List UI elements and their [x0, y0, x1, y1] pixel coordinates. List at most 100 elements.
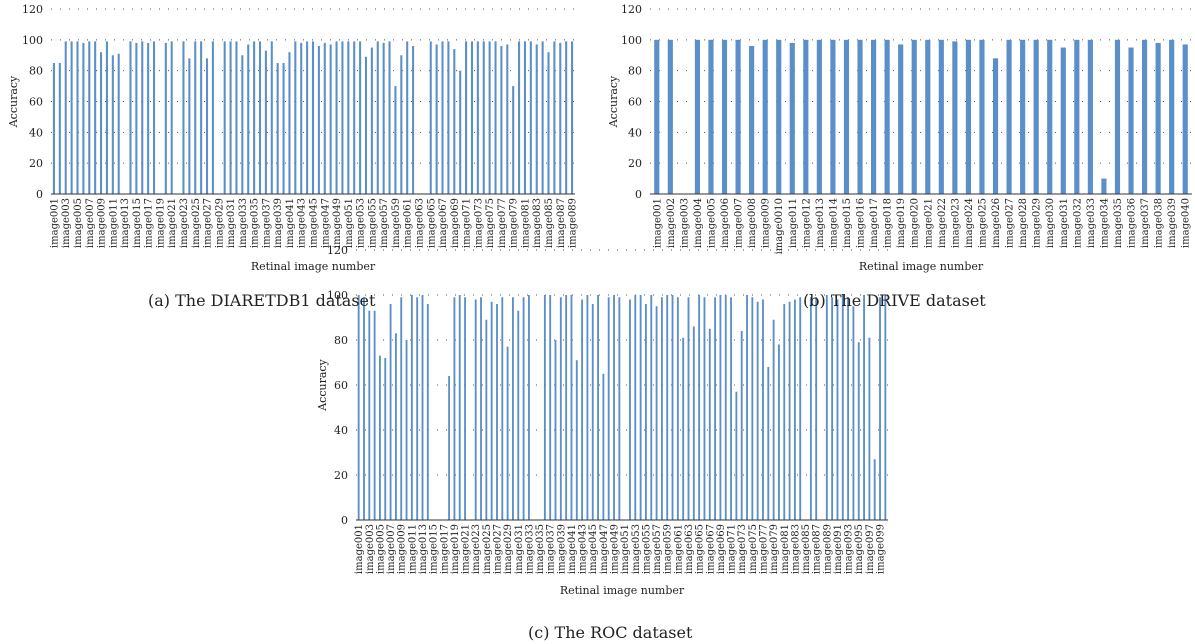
bar-image024 — [188, 58, 191, 194]
bar-image082 — [529, 41, 532, 195]
x-tick-label: image093 — [844, 524, 855, 574]
bar-image043 — [300, 42, 303, 194]
bar-image052 — [353, 41, 356, 195]
bar-image066 — [703, 297, 706, 520]
x-tick-label: image033 — [524, 524, 535, 574]
x-tick-label: image033 — [238, 198, 249, 248]
bar-image032 — [1074, 39, 1080, 194]
bar-image014 — [426, 304, 429, 520]
bar-image064 — [692, 326, 695, 520]
x-tick-label: image018 — [883, 198, 894, 248]
x-tick-label: image027 — [492, 524, 503, 574]
x-tick-label: image049 — [332, 198, 343, 248]
bar-image024 — [965, 39, 971, 194]
x-tick-label: image015 — [842, 198, 853, 248]
y-tick-label: 100 — [22, 34, 43, 47]
bar-image015 — [135, 42, 138, 194]
bar-image028 — [1020, 39, 1026, 194]
bar-image019 — [453, 297, 456, 520]
bar-image083 — [793, 299, 796, 520]
x-tick-label: image009 — [397, 524, 408, 574]
bar-image017 — [871, 39, 877, 194]
bar-image079 — [512, 86, 515, 194]
x-tick-label: image030 — [1045, 198, 1056, 248]
bar-image067 — [708, 328, 711, 520]
x-tick-label: image069 — [450, 198, 461, 248]
y-tick-label: 20 — [29, 157, 43, 170]
bar-image031 — [229, 41, 232, 195]
bar-image014 — [830, 39, 836, 194]
x-tick-label: image065 — [426, 198, 437, 248]
y-tick-label: 100 — [621, 34, 642, 47]
bar-image011 — [111, 55, 114, 194]
bar-image007 — [389, 304, 392, 520]
x-tick-label: image063 — [684, 524, 695, 574]
bar-image004 — [70, 41, 73, 195]
y-tick-label: 60 — [628, 96, 642, 109]
bar-image023 — [952, 41, 958, 195]
x-tick-label: image004 — [693, 198, 704, 248]
x-tick-label: image029 — [214, 198, 225, 248]
x-tick-label: image061 — [673, 524, 684, 574]
bar-image001 — [654, 39, 660, 194]
bar-image100 — [884, 295, 887, 520]
y-tick-label: 80 — [29, 65, 43, 78]
x-tick-label: image039 — [273, 198, 284, 248]
bar-image086 — [553, 41, 556, 195]
bar-image058 — [388, 41, 391, 195]
bar-image008 — [749, 46, 755, 194]
y-tick-label: 120 — [621, 3, 642, 16]
bar-image055 — [645, 304, 647, 520]
x-tick-label: image035 — [250, 198, 261, 248]
x-tick-label: image065 — [695, 524, 706, 574]
x-tick-label: image057 — [652, 524, 663, 574]
x-tick-label: image036 — [1127, 198, 1138, 248]
bar-image060 — [400, 55, 403, 194]
x-tick-label: image059 — [663, 524, 674, 574]
bar-image025 — [979, 39, 985, 194]
x-tick-label: image075 — [485, 198, 496, 248]
bar-image037 — [264, 50, 267, 195]
x-tick-label: image012 — [801, 198, 812, 248]
bar-image049 — [335, 41, 338, 195]
x-tick-label: image037 — [261, 198, 272, 248]
bar-image033 — [1087, 39, 1093, 194]
bar-image057 — [382, 42, 385, 194]
x-tick-label: image047 — [599, 524, 610, 574]
y-tick-label: 120 — [327, 244, 348, 257]
bar-image058 — [660, 297, 663, 520]
bar-image030 — [223, 41, 226, 195]
bar-image031 — [1060, 47, 1066, 194]
bar-image036 — [1128, 47, 1134, 194]
bar-image086 — [809, 297, 812, 520]
bar-image065 — [698, 295, 701, 520]
x-tick-label: image087 — [812, 524, 823, 574]
bar-image083 — [535, 44, 538, 195]
bar-image081 — [783, 304, 786, 520]
bar-image025 — [194, 41, 197, 195]
bar-image082 — [788, 301, 791, 520]
y-tick-label: 0 — [635, 188, 642, 201]
bar-image069 — [719, 295, 722, 520]
bar-image003 — [368, 310, 371, 520]
x-tick-label: image061 — [403, 198, 414, 248]
bar-image098 — [873, 459, 876, 520]
bar-image084 — [541, 41, 544, 195]
bar-image013 — [816, 39, 822, 194]
bar-image039 — [276, 62, 279, 195]
bar-image035 — [253, 41, 256, 195]
x-tick-label: image027 — [203, 198, 214, 248]
bar-image017 — [147, 42, 150, 194]
bar-image023 — [474, 299, 477, 520]
x-tick-label: image013 — [815, 198, 826, 248]
bar-image037 — [1142, 39, 1148, 194]
x-tick-label: image017 — [144, 198, 155, 248]
y-tick-label: 80 — [334, 334, 348, 347]
x-tick-label: image095 — [854, 524, 865, 574]
bar-image088 — [565, 41, 568, 195]
bar-image089 — [825, 295, 828, 520]
bar-image061 — [406, 41, 409, 195]
bar-image040 — [565, 295, 568, 520]
x-tick-label: image023 — [179, 198, 190, 248]
